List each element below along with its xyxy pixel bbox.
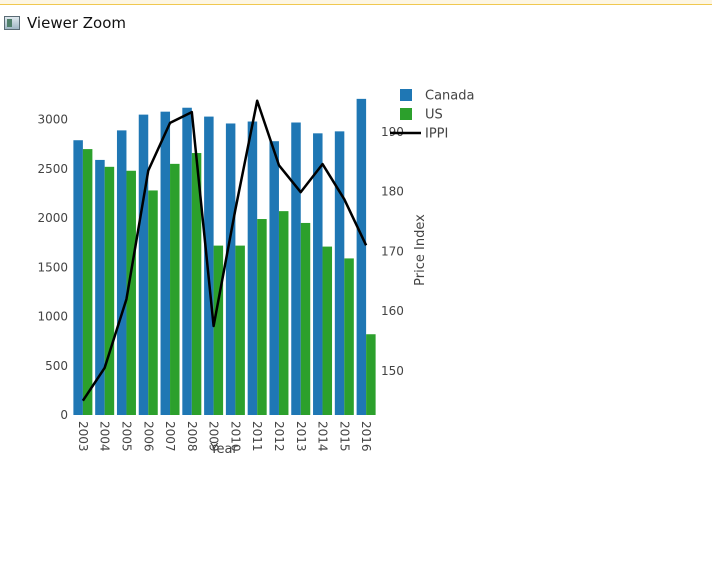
bar-canada-2013: [291, 122, 301, 415]
y-tick-label: 1000: [37, 310, 68, 324]
bar-us-2009: [213, 245, 224, 415]
bar-canada-2003: [73, 140, 83, 416]
bar-us-2014: [322, 246, 333, 415]
x-tick-label: 2006: [141, 421, 155, 452]
bar-canada-2016: [356, 98, 367, 416]
legend-label-ippi: IPPI: [425, 127, 448, 142]
bar-us-2003: [82, 149, 93, 415]
x-tick-label: 2013: [294, 421, 308, 452]
x-tick-label: 2005: [119, 421, 133, 452]
bar-us-2008: [191, 153, 202, 415]
y-tick-label: 2000: [37, 211, 68, 225]
bars-layer: [73, 98, 376, 416]
window-app-icon: [4, 16, 20, 30]
bar-canada-2007: [160, 111, 171, 416]
x-tick-label: 2009: [207, 421, 221, 452]
y-tick-label: 500: [45, 359, 68, 373]
bar-us-2007: [170, 163, 180, 415]
bar-us-2013: [300, 222, 311, 415]
y-tick-label: 1500: [37, 260, 68, 274]
window-titlebar: Viewer Zoom: [4, 12, 126, 34]
x-tick-label: 2008: [185, 421, 199, 452]
x-tick-label: 2007: [163, 421, 177, 452]
x-tick-label: 2015: [337, 421, 351, 452]
legend-label-us: US: [425, 108, 443, 123]
left-y-axis: 0 500 1000 1500 2000 2500 3000: [37, 113, 68, 422]
y2-tick-label: 150: [381, 364, 404, 378]
bar-canada-2005: [116, 130, 127, 415]
legend-item-us[interactable]: US: [400, 108, 443, 123]
bar-canada-2009: [204, 116, 214, 415]
legend-label-canada: Canada: [425, 89, 474, 104]
y2-tick-label: 160: [381, 304, 404, 318]
bar-us-2004: [104, 166, 115, 415]
line-ippi: [81, 99, 368, 402]
y-tick-label: 3000: [37, 113, 68, 127]
line-layer: [81, 99, 368, 402]
legend-item-canada[interactable]: Canada: [400, 89, 474, 104]
bar-us-2006: [148, 190, 158, 415]
bar-canada-2011: [247, 121, 258, 416]
x-tick-label: 2011: [250, 421, 264, 452]
bar-us-2015: [344, 258, 354, 415]
x-tick-label: 2010: [228, 421, 242, 452]
y-tick-label: 0: [60, 408, 68, 422]
y2-tick-label: 170: [381, 244, 404, 258]
x-axis: 2003 2004 2005 2006 2007 2008 2009 2010 2011 2012…: [76, 421, 373, 452]
legend-item-ippi[interactable]: IPPI: [390, 127, 448, 142]
x-axis-title: Year: [209, 442, 238, 457]
window-title: Viewer Zoom: [27, 14, 127, 32]
bar-us-2016: [366, 334, 376, 415]
bar-canada-2014: [313, 133, 323, 415]
legend-swatch-us: [400, 108, 412, 120]
x-tick-label: 2003: [76, 421, 90, 452]
bar-canada-2006: [138, 114, 149, 416]
legend-swatch-canada: [400, 89, 412, 101]
bar-us-2012: [278, 211, 289, 415]
window-top-strip: [0, 0, 712, 5]
bar-canada-2010: [225, 123, 236, 415]
x-tick-label: 2014: [316, 421, 330, 452]
y-tick-label: 2500: [37, 162, 68, 176]
bar-canada-2012: [269, 141, 279, 415]
bar-us-2010: [235, 245, 245, 415]
y2-tick-label: 180: [381, 185, 404, 199]
bar-canada-2008: [182, 107, 192, 415]
legend[interactable]: Canada US IPPI: [390, 89, 474, 142]
x-tick-label: 2016: [359, 421, 373, 452]
x-tick-label: 2012: [272, 421, 286, 452]
x-tick-label: 2004: [98, 421, 112, 452]
bar-canada-2004: [95, 159, 105, 415]
bar-us-2005: [126, 170, 136, 415]
bar-us-2011: [257, 219, 267, 415]
right-y-axis-title: Price Index: [413, 214, 428, 286]
bar-canada-2015: [334, 131, 345, 416]
right-y-axis: 150160170180190: [381, 125, 404, 378]
